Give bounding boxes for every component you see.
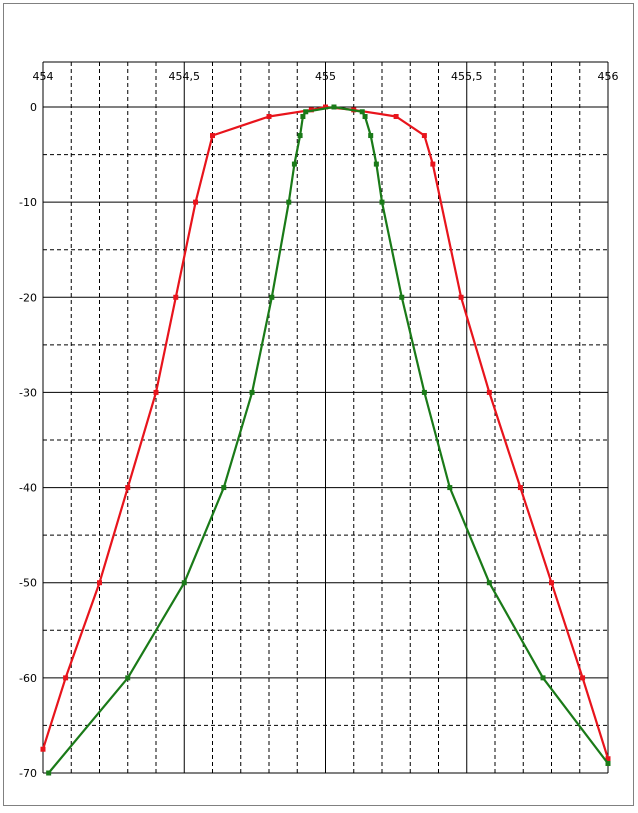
- y-tick-label: -40: [19, 482, 37, 495]
- series-1-marker: [421, 133, 427, 139]
- y-tick-label: 0: [30, 101, 37, 114]
- series-line-2: [47, 105, 609, 774]
- chart-frame: [3, 3, 634, 806]
- series-2-marker: [46, 770, 52, 776]
- series-2-marker: [447, 485, 453, 491]
- series-1-marker: [430, 161, 436, 167]
- series-1-marker: [125, 485, 131, 491]
- y-tick-label: -60: [19, 672, 37, 685]
- series-1-marker: [549, 580, 554, 586]
- series-1-marker: [153, 389, 159, 395]
- x-tick-label: 456: [598, 70, 619, 83]
- y-tick-label: -70: [19, 767, 37, 780]
- x-tick-label: 454: [33, 70, 54, 83]
- x-tick-label: 455: [315, 70, 336, 83]
- series-1-marker: [266, 114, 272, 120]
- series-1-marker: [323, 104, 328, 110]
- tick-labels: 454 454,5 455 455,5 456 0 -10 -20 -30 -40 -50 -60 -7…: [19, 70, 618, 780]
- x-tick-label: 454,5: [169, 70, 201, 83]
- series-2-marker: [297, 133, 303, 139]
- series-2-marker: [286, 199, 292, 205]
- series-1-marker: [458, 294, 464, 300]
- series-1-marker: [40, 746, 46, 752]
- y-tick-label: -10: [19, 196, 37, 209]
- series-2-marker: [181, 580, 187, 586]
- series-2-marker: [368, 133, 374, 139]
- y-tick-label: -30: [19, 386, 37, 399]
- x-tick-label: 455,5: [451, 70, 483, 83]
- series-1-marker: [605, 756, 611, 762]
- series-1-marker: [517, 485, 523, 491]
- series-2-marker: [291, 161, 297, 167]
- series-2-marker: [421, 389, 427, 395]
- series-2-marker: [399, 294, 405, 300]
- series-2-marker: [249, 389, 255, 395]
- series-2-marker: [331, 104, 337, 110]
- series-1-marker: [97, 580, 102, 586]
- series-2-marker: [221, 485, 227, 491]
- series-1-marker: [486, 389, 492, 395]
- series-2-marker: [486, 580, 492, 586]
- series-1-marker: [63, 675, 69, 681]
- series-1-marker: [173, 294, 179, 300]
- series-2-marker: [605, 760, 611, 766]
- series-2-marker: [540, 675, 546, 681]
- y-tick-label: -50: [19, 577, 37, 590]
- series-2-marker: [359, 109, 365, 115]
- y-tick-label: -20: [19, 291, 37, 304]
- series-2-marker: [300, 114, 306, 120]
- series-layer: [40, 104, 611, 776]
- grid: [42, 61, 609, 774]
- series-2-marker: [362, 114, 368, 120]
- series-1-marker: [580, 675, 586, 681]
- series-1-marker: [393, 114, 399, 120]
- series-2-marker: [269, 294, 275, 300]
- series-2-marker: [379, 199, 385, 205]
- series-2-marker: [125, 675, 131, 681]
- series-1-marker: [210, 133, 215, 139]
- series-1-marker: [193, 199, 199, 205]
- series-2-marker: [373, 161, 379, 167]
- series-2-marker: [303, 109, 309, 115]
